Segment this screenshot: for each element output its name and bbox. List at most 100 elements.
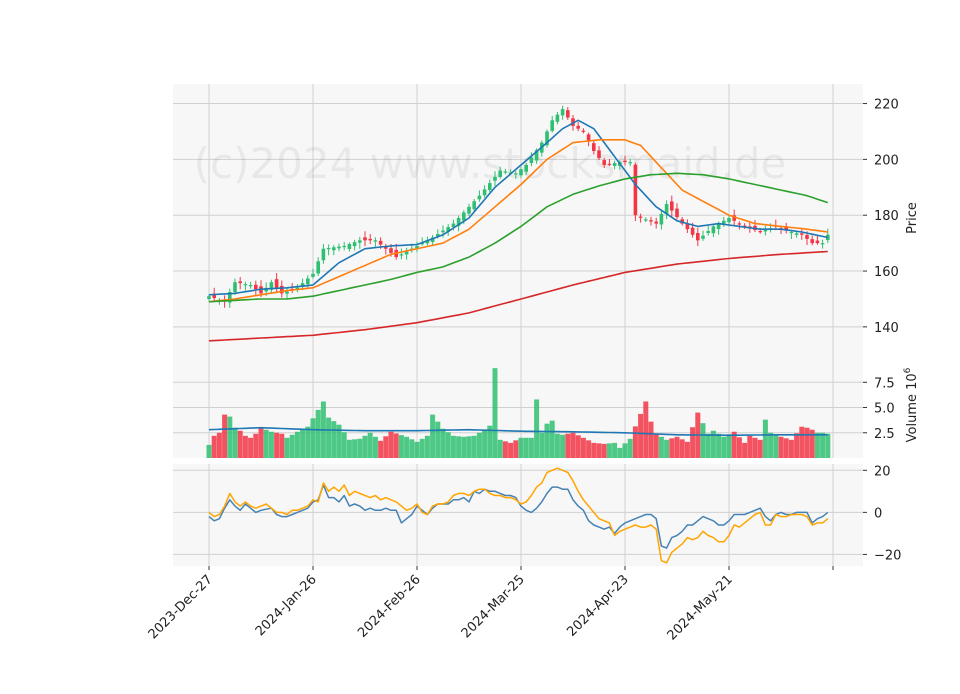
candle-body: [488, 183, 492, 190]
candle-body: [659, 213, 664, 225]
price-axis-label: Price: [905, 202, 920, 234]
x-axis-tick-label: 2024-Jan-26: [253, 572, 320, 639]
volume-axis-label: Volume 106: [903, 367, 920, 442]
candle: [670, 195, 674, 217]
volume-bar: [534, 399, 540, 458]
candle: [623, 155, 627, 166]
candle: [597, 146, 601, 161]
candle-body: [696, 233, 700, 241]
candle-body: [810, 239, 814, 244]
volume-bar: [211, 435, 217, 458]
candle: [446, 224, 450, 237]
candle: [477, 190, 482, 202]
volume-bar: [487, 425, 493, 458]
volume-bar: [523, 437, 529, 458]
candle: [352, 239, 357, 251]
candle-body: [758, 231, 762, 233]
oscillator-panel-background: [173, 464, 863, 566]
candle-body: [670, 201, 674, 211]
candle: [794, 231, 799, 238]
volume-bar: [237, 430, 243, 458]
volume-bar: [456, 436, 462, 458]
candle-body: [711, 226, 716, 234]
volume-bar: [450, 435, 456, 458]
candle-body: [404, 251, 409, 255]
volume-bar: [778, 436, 784, 458]
candle-body: [373, 240, 378, 242]
candle: [659, 210, 664, 230]
volume-bar: [788, 439, 794, 458]
volume-bar: [601, 443, 607, 458]
candle: [233, 278, 237, 295]
volume-bar: [310, 418, 316, 458]
volume-bar: [768, 432, 774, 458]
volume-bar: [580, 437, 586, 458]
candle: [654, 217, 658, 229]
candle-body: [321, 248, 326, 261]
volume-bar: [492, 368, 498, 458]
candle-body: [586, 134, 591, 142]
candle-body: [326, 248, 331, 250]
candle-body: [446, 227, 450, 232]
candle: [456, 215, 461, 232]
candle-body: [503, 171, 508, 173]
volume-bar: [554, 433, 560, 458]
candle-body: [649, 220, 653, 222]
candle-body: [701, 235, 705, 239]
volume-bar: [820, 432, 826, 458]
candle-body: [384, 246, 388, 249]
candle: [742, 223, 747, 229]
volume-axis-label-exponent: 6: [903, 367, 913, 373]
candle-body: [352, 242, 357, 247]
candle: [228, 288, 232, 308]
candle: [248, 281, 253, 289]
candle-body: [280, 285, 284, 294]
volume-axis-label-base: Volume 10: [905, 373, 920, 442]
candle: [545, 129, 549, 148]
candle-body: [332, 247, 336, 251]
candle-body: [820, 243, 825, 245]
volume-bar: [606, 443, 612, 458]
volume-bar: [393, 433, 399, 458]
volume-bar: [648, 421, 654, 458]
volume-bar: [674, 436, 680, 458]
volume-bar: [409, 439, 415, 458]
volume-bar: [653, 433, 659, 458]
candle: [503, 168, 508, 175]
volume-bar: [305, 426, 311, 458]
volume-bar: [341, 432, 347, 458]
volume-bar: [638, 413, 644, 458]
candle-body: [732, 215, 736, 221]
volume-bar: [367, 432, 373, 458]
candle: [337, 243, 341, 252]
candle: [664, 200, 669, 220]
candle: [763, 225, 768, 236]
candle-body: [347, 244, 352, 249]
x-axis-tick-label: 2024-Feb-26: [355, 572, 424, 641]
volume-bar: [398, 435, 404, 458]
candle: [789, 230, 794, 239]
volume-bar: [476, 432, 482, 458]
moving-average-line: [208, 250, 828, 342]
volume-bar: [294, 431, 300, 458]
candle-body: [560, 109, 565, 116]
volume-panel: [206, 368, 831, 458]
volume-bar: [419, 438, 425, 458]
volume-bar: [284, 437, 290, 458]
candle-body: [706, 231, 710, 234]
candle: [612, 160, 617, 170]
volume-bar: [804, 427, 810, 458]
volume-bar: [482, 429, 488, 458]
volume-bar: [315, 409, 321, 458]
volume-bar: [586, 440, 592, 458]
candle: [358, 236, 362, 249]
candle-body: [638, 216, 643, 218]
candle-body: [514, 173, 518, 175]
volume-bar: [508, 442, 514, 458]
price-panel-background: [173, 84, 863, 352]
candle: [638, 213, 643, 223]
candle: [592, 140, 596, 155]
candle: [706, 225, 710, 236]
